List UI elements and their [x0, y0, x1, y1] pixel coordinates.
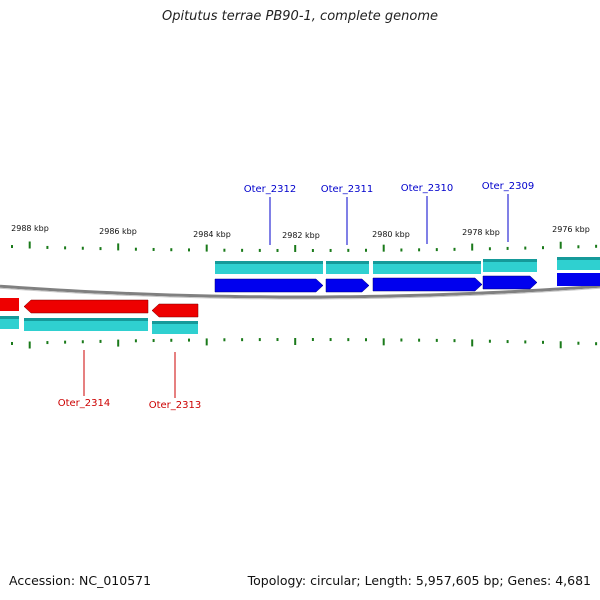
- backbone-shadow: [0, 287, 600, 300]
- feature-bar-forward-edge: [373, 261, 481, 264]
- feature-bar-forward: [215, 261, 323, 274]
- feature-bar-forward-edge: [483, 259, 537, 262]
- cds-arrow-reverse: [23, 299, 149, 314]
- tick-label: 2976 kbp: [552, 225, 590, 234]
- ticks-top-track: [11, 241, 598, 252]
- tick-labels: 2988 kbp 2986 kbp 2984 kbp 2982 kbp 2980 kbp…: [11, 224, 590, 240]
- gene-label-reverse: Oter_2313: [149, 400, 202, 411]
- feature-bar-forward-edge: [326, 261, 369, 264]
- feature-bar-forward-edge: [215, 261, 323, 264]
- tick-label: 2980 kbp: [372, 230, 410, 239]
- accession-text: Accession: NC_010571: [9, 573, 152, 588]
- ticks-bottom-track: [11, 338, 598, 349]
- backbone-line: [0, 284, 600, 299]
- gene-label-forward: Oter_2312: [244, 184, 297, 195]
- map-title: Opitutus terrae PB90-1, complete genome: [161, 9, 439, 24]
- feature-tracks: [0, 257, 600, 334]
- tick-label: 2988 kbp: [11, 224, 49, 233]
- gene-label-forward: Oter_2310: [401, 183, 454, 194]
- feature-bar-reverse-edge: [24, 318, 148, 321]
- feature-bar-reverse-edge: [152, 321, 198, 324]
- feature-bar-forward: [326, 261, 369, 274]
- tick-label: 2986 kbp: [99, 227, 137, 236]
- genome-backbone: [0, 284, 600, 300]
- tick-label: 2984 kbp: [193, 230, 231, 239]
- feature-bar-forward: [483, 259, 537, 272]
- gene-label-forward: Oter_2309: [482, 181, 535, 192]
- tick-label: 2982 kbp: [282, 231, 320, 240]
- cds-arrow-forward: [325, 278, 370, 293]
- feature-bar-forward: [557, 257, 600, 270]
- feature-bar-forward: [373, 261, 481, 274]
- cds-tracks: [0, 273, 600, 318]
- feature-bar-reverse: [24, 318, 148, 331]
- cds-arrow-forward: [372, 277, 483, 292]
- feature-bar-reverse: [152, 321, 198, 334]
- gene-label-forward: Oter_2311: [321, 184, 374, 195]
- feature-bar-reverse: [0, 316, 19, 329]
- tick-label: 2978 kbp: [462, 228, 500, 237]
- cds-arrow-reverse: [151, 303, 199, 318]
- gene-labels: Oter_2312 Oter_2311 Oter_2310 Oter_2309 Oter…: [58, 181, 535, 411]
- cds-arrow-forward: [557, 273, 600, 286]
- cds-arrow-reverse: [0, 298, 19, 311]
- genome-summary-text: Topology: circular; Length: 5,957,605 bp…: [247, 573, 591, 588]
- cds-arrow-forward: [482, 275, 538, 290]
- cds-arrow-forward: [214, 278, 324, 293]
- feature-bar-forward-edge: [557, 257, 600, 260]
- gene-label-reverse: Oter_2314: [58, 398, 111, 409]
- feature-bar-reverse-edge: [0, 316, 19, 319]
